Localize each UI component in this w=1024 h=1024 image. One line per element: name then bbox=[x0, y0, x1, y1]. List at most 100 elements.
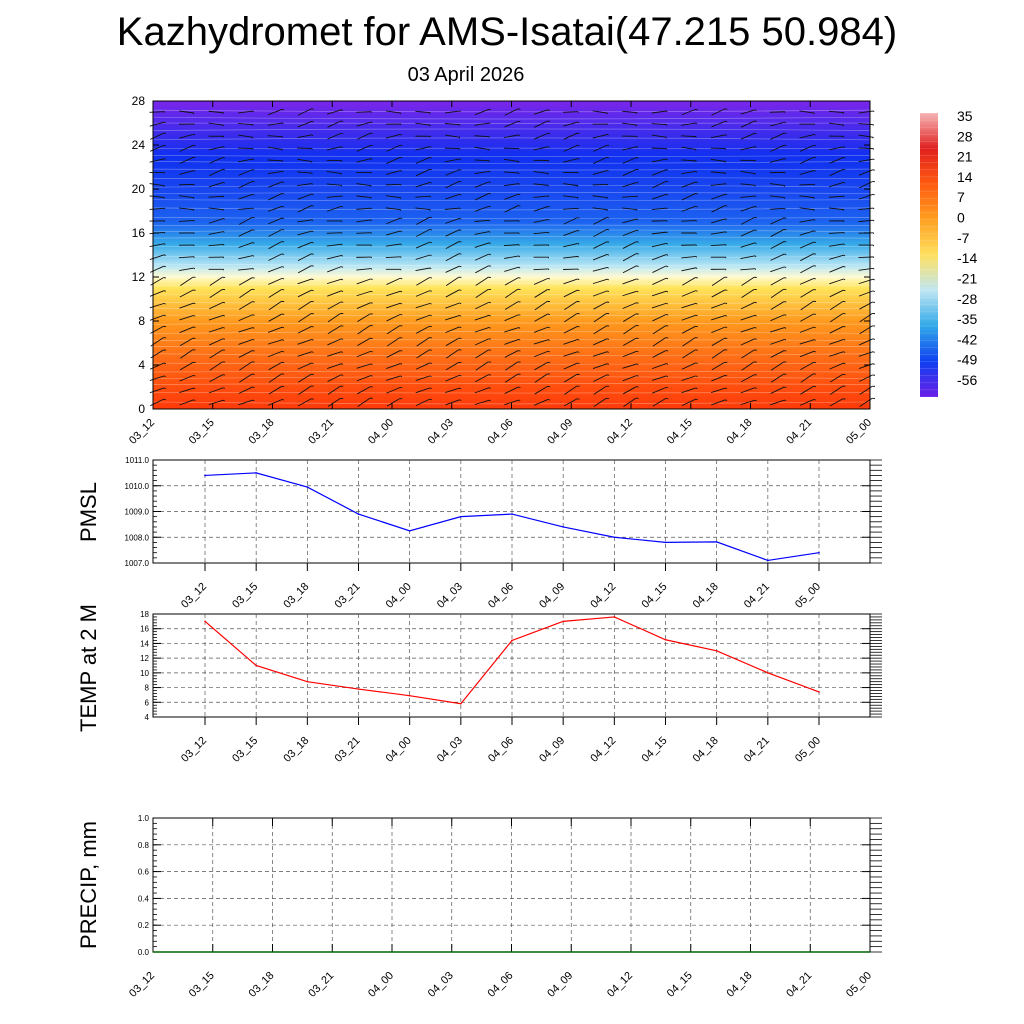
wind-barb bbox=[415, 375, 431, 381]
wind-barb bbox=[828, 207, 844, 211]
wind-barb bbox=[297, 362, 312, 370]
wind-barb bbox=[474, 181, 490, 188]
wind-barb bbox=[297, 241, 312, 249]
wind-barb bbox=[622, 207, 638, 211]
wind-barb-flag bbox=[281, 181, 285, 183]
wind-barb-flag bbox=[872, 338, 876, 340]
wind-barb bbox=[267, 326, 283, 333]
wind-barb-flag bbox=[429, 124, 431, 127]
wind-barb-flag bbox=[341, 278, 344, 281]
wind-barb-flag bbox=[163, 387, 166, 390]
wind-barb bbox=[503, 244, 520, 247]
wind-barb bbox=[356, 302, 371, 309]
colorbar-label: 21 bbox=[957, 149, 973, 165]
wind-barb-flag bbox=[311, 339, 314, 341]
wind-barb bbox=[741, 289, 755, 298]
wind-barb-flag bbox=[429, 375, 432, 378]
wind-barb bbox=[651, 302, 667, 309]
wind-barb-flag bbox=[163, 302, 166, 305]
wind-barb bbox=[208, 122, 224, 126]
wind-barb-flag bbox=[518, 386, 521, 389]
wind-barb bbox=[828, 195, 844, 198]
wind-barb bbox=[740, 338, 755, 346]
wind-barb bbox=[622, 350, 637, 358]
wind-barb bbox=[534, 361, 548, 371]
wind-barb-flag bbox=[725, 374, 728, 377]
wind-barb bbox=[770, 314, 785, 322]
wind-barb bbox=[740, 327, 756, 333]
x-tick-label: 04_00 bbox=[384, 735, 414, 765]
wind-barb bbox=[209, 289, 223, 298]
wind-barb-flag bbox=[547, 173, 549, 175]
wind-barb bbox=[149, 375, 165, 381]
wind-barb-flag bbox=[577, 158, 580, 160]
wind-barb-flag bbox=[636, 375, 639, 377]
wind-barb bbox=[623, 313, 637, 322]
wind-barb-flag bbox=[164, 243, 166, 245]
x-tick-label: 04_18 bbox=[725, 970, 755, 1000]
wind-barb-flag bbox=[577, 121, 580, 124]
y-tick-label: 28 bbox=[132, 94, 146, 108]
wind-barb bbox=[268, 386, 282, 395]
wind-barb-flag bbox=[725, 231, 727, 234]
wind-barb bbox=[297, 158, 313, 162]
wind-barb bbox=[386, 363, 401, 370]
wind-barb-flag bbox=[725, 134, 727, 136]
wind-barb bbox=[297, 147, 313, 150]
wind-barb bbox=[681, 170, 697, 175]
chart-subtitle: 03 April 2026 bbox=[407, 64, 525, 86]
wind-barb-flag bbox=[429, 362, 432, 364]
wind-barb bbox=[208, 327, 224, 333]
wind-barb-flag bbox=[459, 193, 462, 196]
wind-barb bbox=[298, 301, 312, 311]
wind-barb bbox=[385, 256, 401, 259]
wind-barb bbox=[711, 361, 725, 371]
y-tick-label: 16 bbox=[132, 226, 146, 240]
wind-barb bbox=[327, 313, 341, 323]
wind-barb bbox=[799, 241, 814, 249]
wind-barb bbox=[416, 349, 430, 359]
wind-barb bbox=[149, 207, 165, 210]
wind-barb-flag bbox=[577, 243, 580, 245]
y-tick-label: 4 bbox=[138, 358, 145, 372]
wind-barb bbox=[356, 268, 372, 271]
x-tick-label: 04_06 bbox=[486, 970, 516, 1000]
wind-barb-flag bbox=[311, 161, 313, 163]
wind-barb bbox=[592, 351, 608, 357]
wind-barb bbox=[741, 374, 755, 383]
wind-barb bbox=[622, 157, 637, 164]
wind-barb-flag bbox=[370, 363, 373, 366]
wind-barb-flag bbox=[488, 314, 491, 317]
wind-barb bbox=[445, 399, 460, 406]
wind-barb-flag bbox=[695, 362, 698, 364]
x-tick-label: 04_21 bbox=[742, 581, 772, 611]
wind-barb bbox=[474, 314, 490, 321]
y-tick-label: 6 bbox=[145, 698, 150, 707]
wind-barb bbox=[711, 108, 726, 116]
wind-barb bbox=[799, 133, 815, 139]
wind-barb bbox=[800, 289, 814, 298]
wind-barb bbox=[622, 181, 637, 188]
wind-barb bbox=[504, 266, 519, 272]
wind-barb bbox=[563, 242, 578, 248]
wind-barb bbox=[415, 110, 431, 114]
wind-barb bbox=[740, 217, 755, 225]
wind-barb bbox=[799, 339, 815, 345]
colorbar-label: -49 bbox=[957, 352, 977, 368]
wind-barb bbox=[563, 195, 579, 198]
y-tick-label: 0.4 bbox=[138, 894, 150, 903]
wind-barb-flag bbox=[724, 161, 727, 163]
x-tick-label: 04_12 bbox=[605, 970, 635, 1000]
x-tick-label: 04_06 bbox=[486, 417, 516, 447]
wind-barb-flag bbox=[311, 205, 314, 207]
wind-barb-flag bbox=[429, 302, 432, 305]
wind-barb-flag bbox=[311, 362, 314, 365]
wind-barb-flag bbox=[223, 146, 225, 148]
wind-barb-flag bbox=[311, 230, 314, 233]
wind-barb-flag bbox=[695, 267, 698, 269]
wind-barb bbox=[179, 110, 195, 114]
wind-barb bbox=[652, 398, 666, 407]
wind-barb-flag bbox=[281, 217, 285, 219]
wind-barb bbox=[356, 363, 372, 369]
wind-barb-flag bbox=[459, 387, 462, 390]
